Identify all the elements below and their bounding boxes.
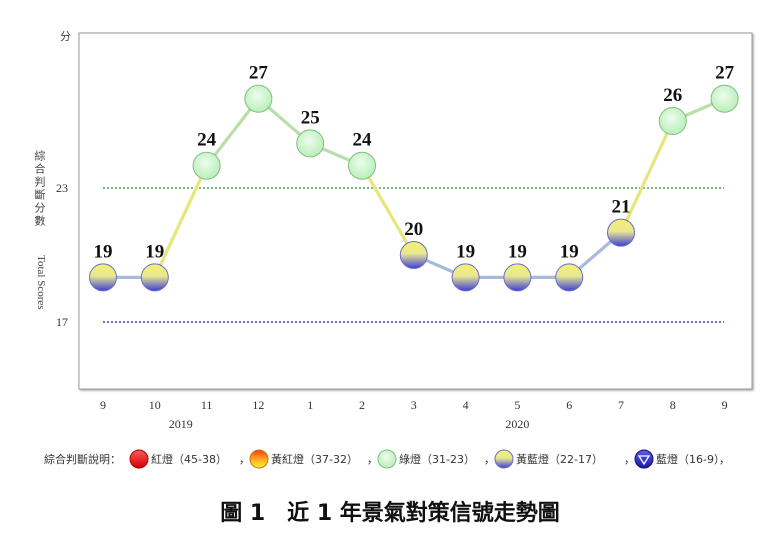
data-label: 24 — [197, 130, 217, 151]
data-label: 25 — [301, 107, 320, 128]
data-label: 27 — [249, 63, 269, 84]
data-point-yellow-blue — [607, 218, 635, 247]
year-labels: 2019 2020 — [169, 417, 530, 431]
data-labels: 19 19 24 27 25 24 20 19 19 19 21 26 27 — [94, 63, 735, 263]
legend-separator: ， — [719, 453, 730, 466]
x-tick-label: 3 — [411, 398, 417, 412]
legend-separator: ， — [484, 453, 495, 466]
data-label: 19 — [560, 241, 579, 262]
data-point-yellow-blue — [503, 263, 532, 292]
data-label: 24 — [353, 130, 373, 151]
x-tick-label: 2 — [359, 398, 365, 412]
x-tick-label: 11 — [201, 398, 213, 412]
legend-item-label: 黃紅燈（37-32） — [271, 452, 358, 466]
data-point-yellow-blue — [140, 263, 169, 292]
data-point-green — [710, 84, 739, 113]
reference-lines — [103, 187, 724, 323]
data-label: 19 — [145, 241, 164, 262]
line-segment — [153, 164, 209, 279]
legend-item-label: 綠燈（31-23） — [399, 452, 475, 466]
line-segment — [619, 119, 675, 235]
x-tick-label: 5 — [514, 398, 520, 412]
data-label: 19 — [456, 241, 475, 262]
y-tick-label: 23 — [56, 181, 68, 195]
legend-item-label: 黃藍燈（22-17） — [516, 452, 603, 466]
data-point-green — [192, 151, 221, 180]
data-point-green — [244, 84, 273, 113]
x-ticks: 9 10 11 12 1 2 3 4 5 6 7 8 9 — [100, 398, 728, 412]
data-label: 26 — [663, 85, 682, 106]
x-tick-label: 4 — [463, 398, 469, 412]
data-point-yellow-blue — [89, 263, 117, 292]
legend-title: 綜合判斷說明： — [44, 452, 121, 466]
year-label: 2020 — [505, 417, 529, 431]
data-label: 19 — [94, 241, 113, 262]
x-tick-label: 7 — [618, 398, 624, 412]
legend-item-label: 藍燈（16-9） — [656, 452, 725, 466]
y-axis-label-cn: 綜合判斷分數 — [33, 149, 46, 228]
x-tick-label: 12 — [252, 398, 264, 412]
x-tick-label: 10 — [149, 398, 161, 412]
x-tick-label: 6 — [566, 398, 572, 412]
x-tick-label: 9 — [722, 398, 728, 412]
legend-icon-red — [129, 449, 149, 469]
data-point-green — [348, 151, 376, 180]
legend-icon-blue — [634, 449, 654, 469]
y-tick-label: 17 — [56, 315, 68, 329]
x-tick-label: 9 — [100, 398, 106, 412]
y-unit-label: 分 — [60, 30, 71, 43]
legend-separator: ， — [239, 453, 250, 466]
data-point-green — [296, 129, 325, 158]
legend: 綜合判斷說明： 紅燈（45-38） ， 黃紅燈（37-32） ， 綠燈（31-23） ， 黃藍… — [44, 449, 730, 469]
data-label: 19 — [508, 241, 527, 262]
legend-separator: ， — [367, 453, 378, 466]
legend-item-label: 紅燈（45-38） — [151, 452, 227, 466]
data-point-green — [658, 107, 687, 136]
data-label: 20 — [404, 219, 423, 240]
y-axis-label-en: Total Scores — [35, 255, 47, 310]
year-label: 2019 — [169, 417, 193, 431]
legend-icon-green — [377, 449, 397, 469]
data-point-yellow-blue — [451, 263, 480, 292]
plot-frame — [78, 32, 753, 390]
data-label: 27 — [715, 63, 735, 84]
legend-icon-yellow-blue — [494, 449, 514, 469]
data-label: 21 — [612, 197, 631, 218]
legend-icon-blue-mark — [637, 455, 651, 466]
x-tick-label: 8 — [670, 398, 676, 412]
line-segment — [360, 164, 416, 257]
line-segment — [205, 97, 260, 168]
x-tick-label: 1 — [307, 398, 313, 412]
legend-separator: ， — [624, 453, 635, 466]
data-points — [89, 84, 739, 292]
legend-icon-yellow-red — [249, 449, 269, 469]
figure-caption: 圖 1 近 1 年景氣對策信號走勢圖 — [220, 501, 560, 526]
data-point-yellow-blue — [399, 241, 428, 270]
data-point-yellow-blue — [555, 263, 584, 292]
